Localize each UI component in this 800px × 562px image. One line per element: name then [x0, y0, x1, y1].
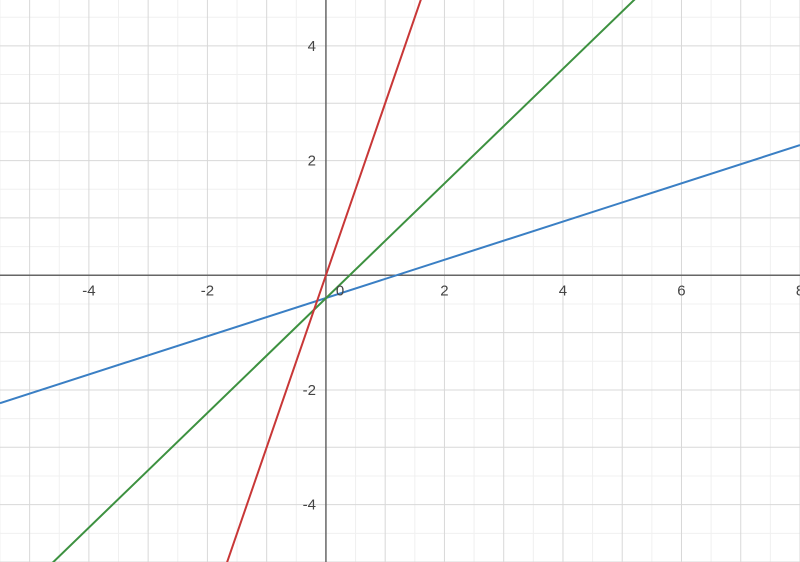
x-tick-label: -2 — [201, 282, 214, 299]
x-tick-label: 2 — [440, 282, 448, 299]
x-tick-label: 4 — [559, 282, 567, 299]
chart-svg: -4 -2 2 4 6 8 -4 -2 2 4 0 — [0, 0, 800, 562]
coordinate-plane-chart: -4 -2 2 4 6 8 -4 -2 2 4 0 — [0, 0, 800, 562]
y-tick-label: -4 — [303, 497, 316, 514]
x-tick-label: 8 — [796, 282, 800, 299]
y-tick-label: 2 — [308, 153, 316, 170]
green-line — [0, 0, 800, 562]
y-tick-label: 4 — [308, 38, 316, 55]
origin-label: 0 — [336, 282, 344, 299]
red-line — [0, 0, 800, 562]
x-tick-label: -4 — [82, 282, 95, 299]
x-tick-label: 6 — [677, 282, 685, 299]
blue-line — [0, 145, 800, 403]
y-tick-label: -2 — [303, 382, 316, 399]
